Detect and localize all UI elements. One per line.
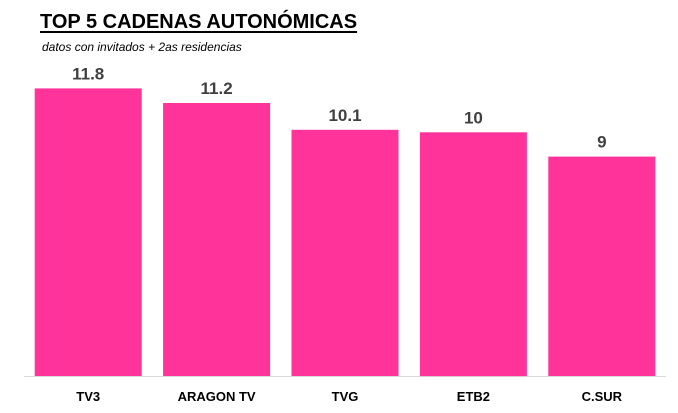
bar-aragon-tv bbox=[163, 103, 271, 376]
data-label: 9 bbox=[597, 133, 606, 152]
data-label: 10 bbox=[464, 108, 483, 127]
chart-subtitle: datos con invitados + 2as residencias bbox=[42, 40, 242, 54]
chart-title: TOP 5 CADENAS AUTONÓMICAS bbox=[40, 11, 358, 33]
bar-etb2 bbox=[419, 132, 527, 377]
category-label: TV3 bbox=[76, 389, 100, 404]
data-label: 11.2 bbox=[201, 79, 233, 98]
category-label: ETB2 bbox=[457, 389, 490, 404]
data-label: 11.8 bbox=[72, 64, 104, 83]
bar-tv3 bbox=[34, 88, 142, 377]
category-label: C.SUR bbox=[582, 389, 623, 404]
data-label: 10.1 bbox=[328, 106, 361, 125]
category-label: ARAGON TV bbox=[178, 389, 256, 404]
bar-tvg bbox=[291, 129, 399, 376]
category-label: TVG bbox=[332, 389, 359, 404]
bar-c-sur bbox=[548, 156, 656, 376]
